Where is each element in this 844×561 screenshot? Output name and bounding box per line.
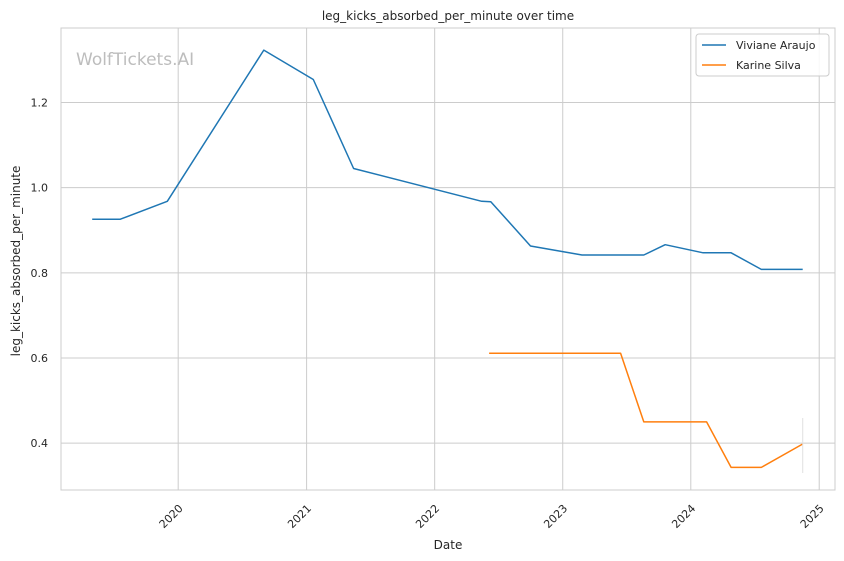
legend: Viviane Araujo Karine Silva (695, 33, 830, 77)
y-tick-label: 1.0 (31, 182, 49, 195)
x-axis-title: Date (434, 538, 463, 552)
plot-frame (60, 27, 836, 491)
y-tick-label: 0.4 (31, 437, 49, 450)
y-axis-title: leg_kicks_absorbed_per_minute (9, 166, 23, 357)
series-layer (92, 49, 804, 474)
series-line-2 (489, 352, 804, 469)
legend-label: Karine Silva (736, 59, 801, 72)
chart-title: leg_kicks_absorbed_per_minute over time (322, 9, 574, 23)
series-line-1 (92, 49, 803, 271)
y-tick-label: 1.2 (31, 97, 49, 110)
legend-label: Viviane Araujo (736, 39, 816, 52)
legend-box (695, 33, 830, 77)
y-tick-label: 0.6 (31, 352, 49, 365)
y-tick-label: 0.8 (31, 267, 49, 280)
grid (61, 28, 835, 490)
watermark: WolfTickets.AI (76, 50, 194, 70)
